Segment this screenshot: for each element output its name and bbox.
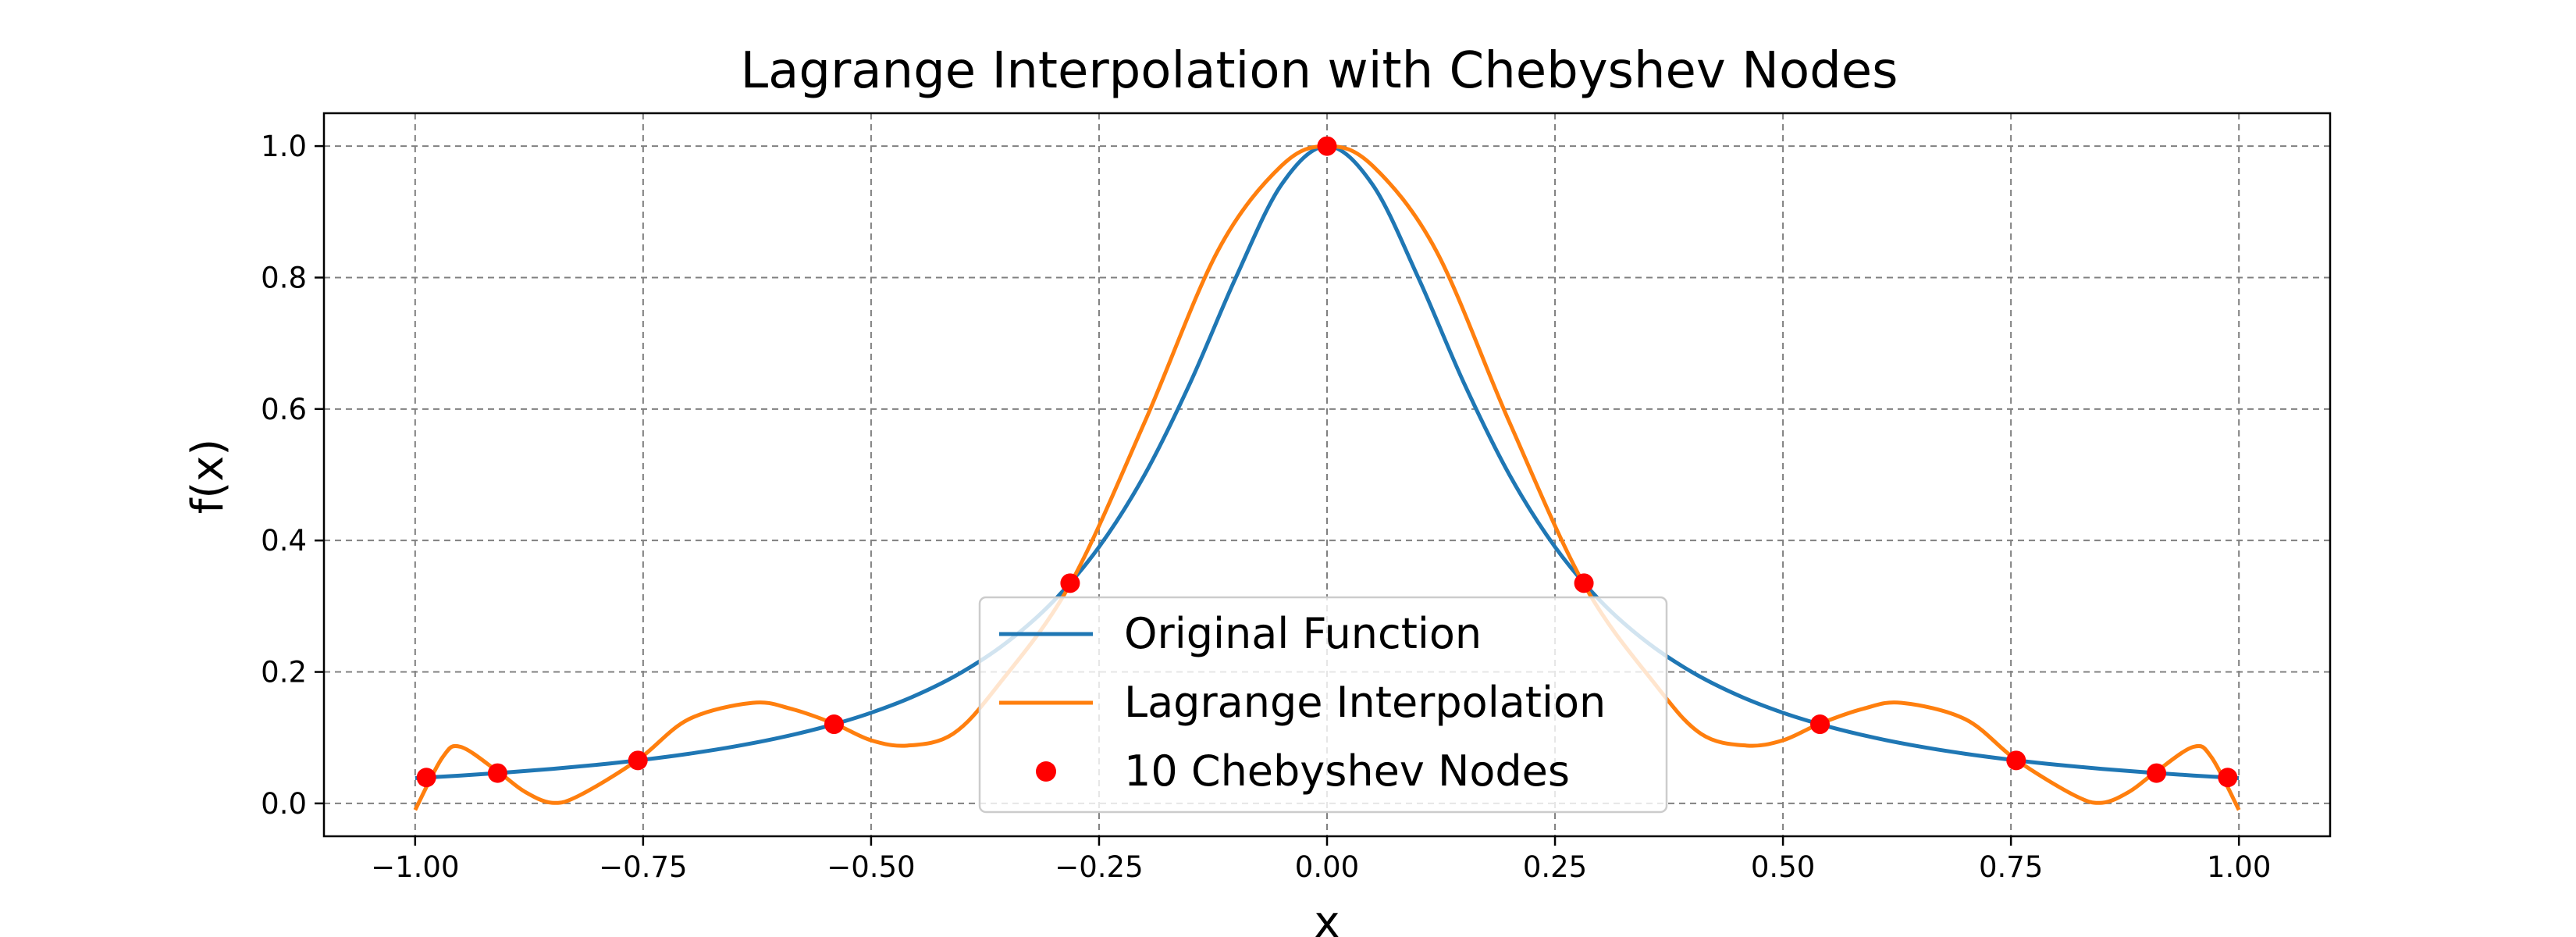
x-tick-label: −0.75: [599, 850, 687, 884]
x-tick-label: −1.00: [371, 850, 459, 884]
y-tick-label: 0.8: [261, 261, 307, 294]
y-tick-label: 0.6: [261, 393, 307, 426]
chart-title: Lagrange Interpolation with Chebyshev No…: [741, 42, 1898, 100]
chebyshev-node-point: [416, 768, 436, 788]
x-tick-label: 0.50: [1751, 850, 1815, 884]
chebyshev-node-point: [487, 763, 507, 783]
chebyshev-node-point: [628, 750, 648, 771]
x-axis-label: x: [1314, 897, 1340, 937]
x-axis-ticks: −1.00 −0.75 −0.50 −0.25 0.00 0.25 0.50 0.75 1.00: [371, 836, 2271, 884]
grid: [324, 113, 2330, 836]
legend-swatch-chebyshev-nodes: [1036, 761, 1056, 782]
legend-label-lagrange-interpolation: Lagrange Interpolation: [1124, 678, 1606, 727]
x-tick-label: 0.00: [1295, 850, 1359, 884]
chebyshev-node-point: [1574, 573, 1594, 593]
plot-series: [413, 136, 2241, 811]
x-tick-label: 0.25: [1523, 850, 1587, 884]
y-tick-label: 0.0: [261, 787, 307, 821]
chebyshev-node-point: [2006, 750, 2026, 771]
legend-frame: [978, 596, 1668, 814]
chebyshev-node-point: [824, 714, 844, 735]
chebyshev-node-point: [1317, 136, 1337, 156]
x-tick-label: −0.25: [1055, 850, 1143, 884]
y-tick-label: 1.0: [261, 130, 307, 163]
y-tick-label: 0.4: [261, 524, 307, 558]
chebyshev-node-point: [2147, 763, 2167, 783]
chebyshev-node-point: [2218, 768, 2238, 788]
x-tick-label: 1.00: [2207, 850, 2271, 884]
chebyshev-node-point: [1810, 714, 1831, 735]
y-tick-label: 0.2: [261, 656, 307, 689]
x-tick-label: 0.75: [1979, 850, 2043, 884]
legend-label-original-function: Original Function: [1124, 609, 1482, 658]
y-axis-label: f(x): [183, 439, 233, 515]
legend: Original Function Lagrange Interpolation…: [978, 596, 1668, 814]
legend-label-chebyshev-nodes: 10 Chebyshev Nodes: [1124, 746, 1570, 796]
x-tick-label: −0.50: [827, 850, 915, 884]
chebyshev-node-point: [1060, 573, 1080, 593]
y-axis-ticks: 0.0 0.2 0.4 0.6 0.8 1.0: [261, 130, 324, 821]
